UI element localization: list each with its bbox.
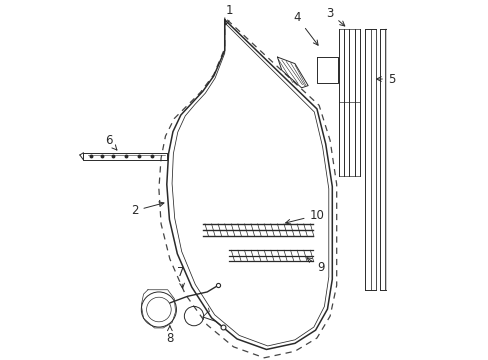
Text: 5: 5 <box>376 72 394 86</box>
Text: 7: 7 <box>177 266 184 288</box>
Text: 10: 10 <box>285 209 324 224</box>
Text: 6: 6 <box>104 134 117 150</box>
Text: 4: 4 <box>293 11 318 45</box>
Text: 8: 8 <box>166 326 173 346</box>
Text: 1: 1 <box>224 4 232 25</box>
Text: 2: 2 <box>131 202 163 217</box>
Text: 9: 9 <box>306 258 325 274</box>
Text: 3: 3 <box>326 7 344 26</box>
